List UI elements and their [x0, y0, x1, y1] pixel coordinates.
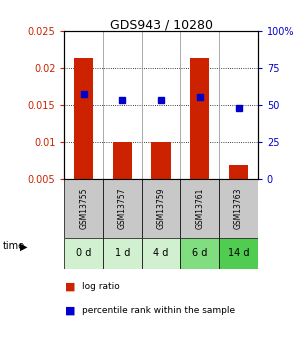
Bar — [180, 178, 219, 237]
Bar — [113, 142, 132, 178]
Text: GSM13755: GSM13755 — [79, 187, 88, 229]
Bar — [64, 178, 103, 237]
Text: ■: ■ — [65, 306, 76, 315]
Text: GSM13763: GSM13763 — [234, 187, 243, 229]
Bar — [103, 237, 142, 269]
Bar — [151, 142, 171, 178]
Bar — [142, 237, 180, 269]
Text: GSM13761: GSM13761 — [195, 187, 204, 229]
Bar — [64, 237, 103, 269]
Text: 6 d: 6 d — [192, 248, 207, 258]
Bar — [219, 237, 258, 269]
Text: ▶: ▶ — [20, 241, 27, 252]
Text: ■: ■ — [65, 282, 76, 291]
Text: time: time — [3, 241, 25, 252]
Bar — [190, 58, 209, 178]
Text: 1 d: 1 d — [115, 248, 130, 258]
Bar — [103, 178, 142, 237]
Text: 0 d: 0 d — [76, 248, 91, 258]
Text: log ratio: log ratio — [82, 282, 120, 291]
Text: 14 d: 14 d — [228, 248, 249, 258]
Bar — [180, 237, 219, 269]
Title: GDS943 / 10280: GDS943 / 10280 — [110, 18, 213, 31]
Text: GSM13759: GSM13759 — [157, 187, 166, 229]
Bar — [229, 165, 248, 178]
Text: GSM13757: GSM13757 — [118, 187, 127, 229]
Bar — [219, 178, 258, 237]
Bar — [74, 58, 93, 178]
Text: percentile rank within the sample: percentile rank within the sample — [82, 306, 235, 315]
Bar — [142, 178, 180, 237]
Text: 4 d: 4 d — [154, 248, 169, 258]
